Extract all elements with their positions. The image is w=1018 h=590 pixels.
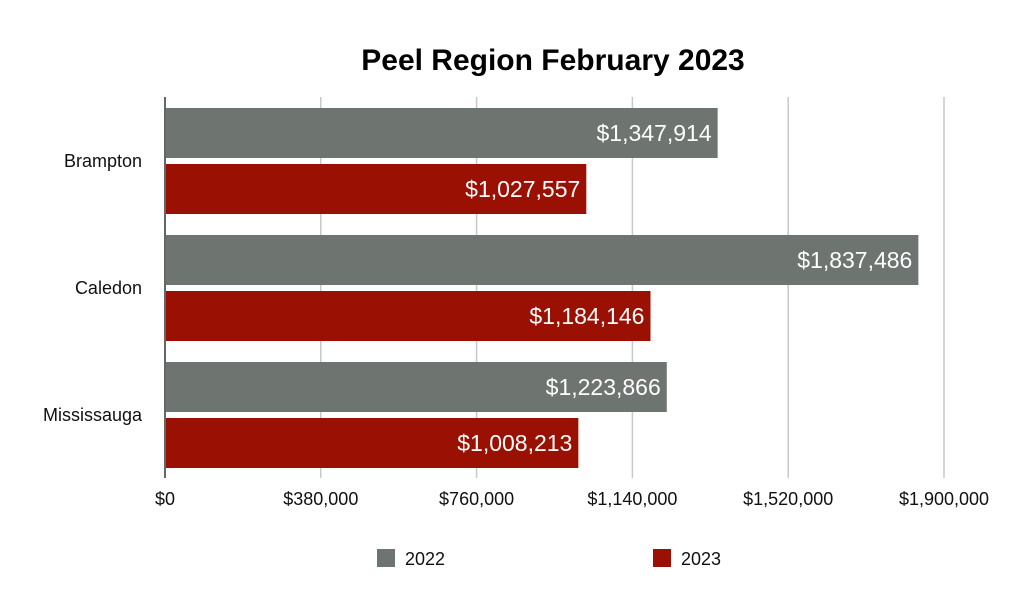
legend: 2022 2023 bbox=[377, 549, 721, 569]
data-label: $1,184,146 bbox=[529, 303, 644, 329]
category-labels: Brampton Caledon Mississauga bbox=[43, 151, 143, 425]
bar-2023-mississauga bbox=[166, 418, 579, 468]
bar-2023-brampton bbox=[166, 164, 587, 214]
legend-swatch bbox=[653, 549, 671, 567]
data-label: $1,027,557 bbox=[465, 176, 580, 202]
legend-label: 2022 bbox=[405, 549, 445, 569]
bar-2023-caledon bbox=[166, 291, 651, 341]
bars bbox=[166, 108, 919, 468]
chart-title: Peel Region February 2023 bbox=[361, 44, 745, 77]
x-tick-label: $380,000 bbox=[283, 489, 358, 509]
legend-label: 2023 bbox=[681, 549, 721, 569]
category-label: Brampton bbox=[64, 151, 142, 171]
bar-2022-brampton bbox=[166, 108, 718, 158]
x-tick-label: $1,900,000 bbox=[899, 489, 989, 509]
gridlines bbox=[164, 97, 945, 478]
data-labels: $1,347,914 $1,027,557 $1,837,486 $1,184,146… bbox=[457, 120, 912, 456]
data-label: $1,008,213 bbox=[457, 430, 572, 456]
data-label: $1,223,866 bbox=[546, 374, 661, 400]
x-tick-label: $1,520,000 bbox=[743, 489, 833, 509]
x-axis-ticks: $0 $380,000 $760,000 $1,140,000 $1,520,000 $1… bbox=[155, 489, 989, 509]
bar-2022-caledon bbox=[166, 235, 919, 285]
x-tick-label: $0 bbox=[155, 489, 175, 509]
category-label: Mississauga bbox=[43, 405, 143, 425]
data-label: $1,347,914 bbox=[597, 120, 712, 146]
x-tick-label: $1,140,000 bbox=[587, 489, 677, 509]
x-tick-label: $760,000 bbox=[439, 489, 514, 509]
bar-2022-mississauga bbox=[166, 362, 667, 412]
data-label: $1,837,486 bbox=[797, 247, 912, 273]
category-label: Caledon bbox=[75, 278, 142, 298]
legend-swatch bbox=[377, 549, 395, 567]
